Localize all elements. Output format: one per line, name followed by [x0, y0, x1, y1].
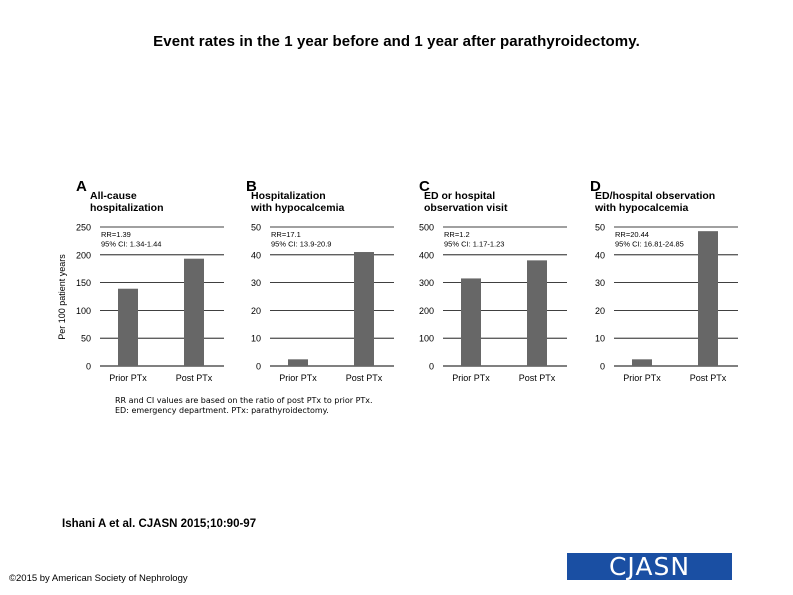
y-tick-label: 10	[595, 334, 605, 344]
x-category-label: Post PTx	[690, 373, 727, 383]
x-category-label: Prior PTx	[279, 373, 317, 383]
rr-annotation: RR=1.2	[444, 230, 470, 239]
x-category-label: Prior PTx	[109, 373, 147, 383]
rr-annotation: 95% CI: 16.81-24.85	[615, 240, 684, 249]
y-tick-label: 400	[419, 250, 434, 260]
y-tick-label: 0	[256, 362, 261, 372]
figure-title: Event rates in the 1 year before and 1 y…	[153, 33, 640, 50]
panel-title-line: All-cause	[90, 190, 137, 202]
footnote-line: RR and CI values are based on the ratio …	[115, 396, 373, 405]
y-tick-label: 300	[419, 278, 434, 288]
panel-title-line: observation visit	[424, 202, 508, 214]
bar-post-ptx	[527, 260, 547, 366]
x-category-label: Prior PTx	[452, 373, 490, 383]
y-tick-label: 150	[76, 278, 91, 288]
rr-annotation: RR=17.1	[271, 230, 301, 239]
y-tick-label: 250	[76, 223, 91, 233]
y-tick-label: 200	[419, 306, 434, 316]
rr-annotation: RR=20.44	[615, 230, 649, 239]
bar-prior-ptx	[461, 278, 481, 366]
panel-letter: C	[419, 178, 430, 195]
bar-post-ptx	[698, 231, 718, 366]
panel-title-line: with hypocalcemia	[594, 202, 689, 214]
journal-logo: CJASN	[567, 553, 732, 580]
y-tick-label: 500	[419, 223, 434, 233]
panel-letter: B	[246, 178, 257, 195]
y-tick-label: 40	[251, 250, 261, 260]
y-tick-label: 20	[595, 306, 605, 316]
bar-prior-ptx	[288, 359, 308, 366]
citation: Ishani A et al. CJASN 2015;10:90-97	[62, 518, 257, 530]
y-axis-label: Per 100 patient years	[57, 254, 67, 340]
panel-title-line: ED/hospital observation	[595, 190, 715, 202]
rr-annotation: 95% CI: 13.9-20.9	[271, 240, 331, 249]
x-category-label: Post PTx	[519, 373, 556, 383]
y-tick-label: 30	[251, 278, 261, 288]
y-tick-label: 30	[595, 278, 605, 288]
bar-post-ptx	[184, 258, 204, 366]
y-tick-label: 40	[595, 250, 605, 260]
panel-title-line: with hypocalcemia	[250, 202, 345, 214]
y-tick-label: 0	[600, 362, 605, 372]
y-tick-label: 200	[76, 250, 91, 260]
y-tick-label: 50	[251, 223, 261, 233]
x-category-label: Post PTx	[176, 373, 213, 383]
x-category-label: Prior PTx	[623, 373, 661, 383]
y-tick-label: 10	[251, 334, 261, 344]
y-tick-label: 20	[251, 306, 261, 316]
y-tick-label: 0	[86, 362, 91, 372]
footnote: RR and CI values are based on the ratio …	[115, 396, 373, 416]
y-tick-label: 0	[429, 362, 434, 372]
panel-letter: A	[76, 178, 87, 195]
bar-prior-ptx	[118, 288, 138, 366]
panel-title-line: ED or hospital	[424, 190, 495, 202]
rr-annotation: RR=1.39	[101, 230, 131, 239]
rr-annotation: 95% CI: 1.34-1.44	[101, 240, 161, 249]
bar-prior-ptx	[632, 359, 652, 366]
rr-annotation: 95% CI: 1.17-1.23	[444, 240, 504, 249]
y-tick-label: 50	[595, 223, 605, 233]
copyright: ©2015 by American Society of Nephrology	[9, 573, 188, 584]
y-tick-label: 100	[76, 306, 91, 316]
footnote-line: ED: emergency department. PTx: parathyro…	[115, 406, 329, 415]
panel-title-line: hospitalization	[90, 202, 164, 214]
x-category-label: Post PTx	[346, 373, 383, 383]
y-tick-label: 50	[81, 334, 91, 344]
panel-title-line: Hospitalization	[251, 190, 326, 202]
y-tick-label: 100	[419, 334, 434, 344]
panel-letter: D	[590, 178, 601, 195]
bar-post-ptx	[354, 252, 374, 366]
